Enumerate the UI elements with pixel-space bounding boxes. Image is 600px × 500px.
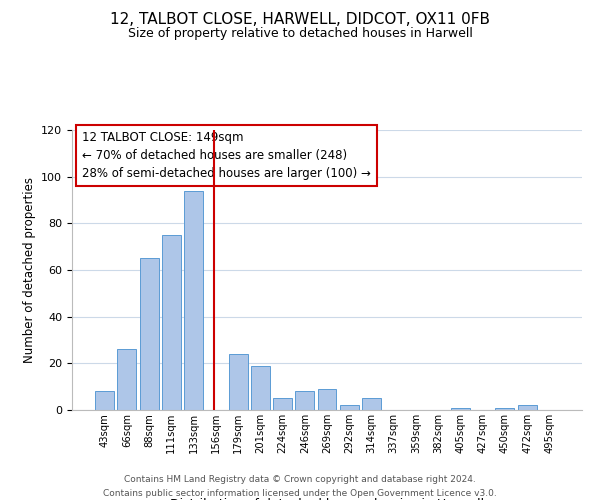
Bar [162,235,181,410]
Text: Size of property relative to detached houses in Harwell: Size of property relative to detached ho… [128,28,472,40]
Text: 12, TALBOT CLOSE, HARWELL, DIDCOT, OX11 0FB: 12, TALBOT CLOSE, HARWELL, DIDCOT, OX11 … [110,12,490,28]
Bar [340,406,359,410]
Bar [362,398,381,410]
X-axis label: Distribution of detached houses by size in Harwell: Distribution of detached houses by size … [170,498,484,500]
Bar [496,408,514,410]
Text: Contains HM Land Registry data © Crown copyright and database right 2024.
Contai: Contains HM Land Registry data © Crown c… [103,476,497,498]
Bar [95,392,114,410]
Bar [229,354,248,410]
Bar [118,350,136,410]
Bar [251,366,270,410]
Bar [295,392,314,410]
Bar [184,190,203,410]
Text: 12 TALBOT CLOSE: 149sqm
← 70% of detached houses are smaller (248)
28% of semi-d: 12 TALBOT CLOSE: 149sqm ← 70% of detache… [82,132,371,180]
Bar [518,406,536,410]
Bar [140,258,158,410]
Bar [317,389,337,410]
Bar [273,398,292,410]
Bar [451,408,470,410]
Y-axis label: Number of detached properties: Number of detached properties [23,177,35,363]
